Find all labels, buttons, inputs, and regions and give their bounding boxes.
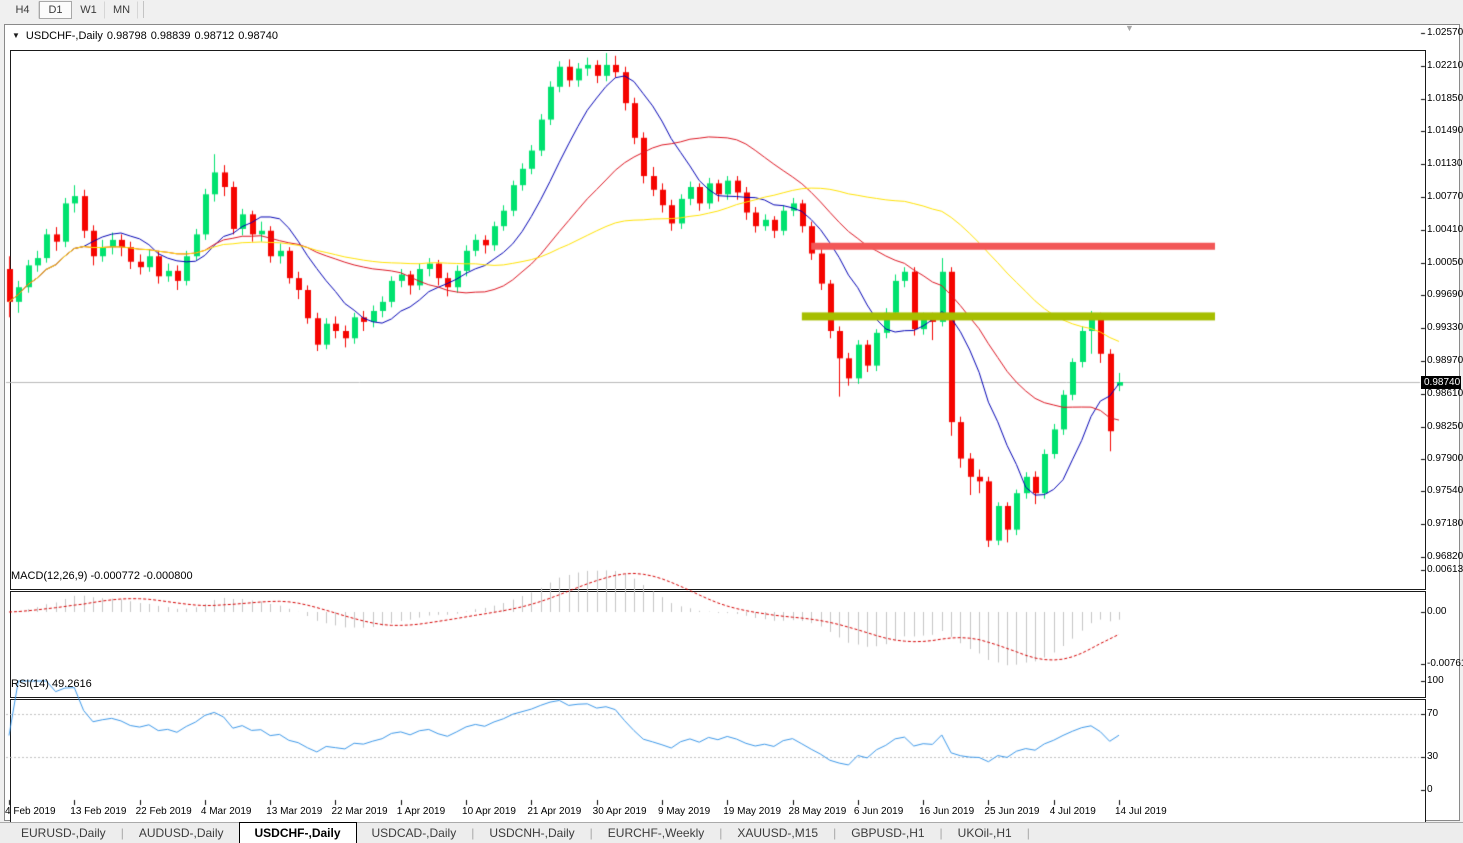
price-axis-label: 0.96820 [1427, 551, 1463, 562]
rsi-axis-label: 0 [1427, 784, 1433, 795]
chart-tab-usdchf-daily[interactable]: USDCHF-,Daily [238, 822, 357, 843]
date-axis-label: 13 Mar 2019 [266, 806, 323, 817]
toolbar-separator [143, 1, 144, 18]
rsi-axis-label: 30 [1427, 751, 1439, 763]
date-axis-label: 22 Feb 2019 [135, 806, 192, 817]
price-axis-label: 0.99690 [1427, 289, 1463, 301]
timeframe-button-h4[interactable]: H4 [6, 0, 39, 19]
timeframe-button-w1[interactable]: W1 [72, 0, 105, 19]
tab-separator: | [833, 826, 837, 840]
chart-tab-gbpusd-h1[interactable]: GBPUSD-,H1 [851, 826, 925, 840]
timeframe-button-d1[interactable]: D1 [39, 0, 72, 19]
macd-axis-label: -0.007612 [1427, 658, 1463, 670]
rsi-axis-label: 100 [1427, 675, 1444, 686]
date-axis-label: 10 Apr 2019 [462, 806, 516, 817]
date-axis-label: 22 Mar 2019 [331, 806, 388, 817]
rsi-value: 49.2616 [51, 678, 92, 690]
price-axis-label: 1.00770 [1427, 191, 1463, 203]
tab-separator: | [1026, 826, 1030, 840]
tab-separator: | [939, 826, 943, 840]
date-axis-label: 4 Jul 2019 [1049, 806, 1096, 817]
date-axis-label: 28 May 2019 [788, 806, 847, 817]
chart-tab-eurusd-daily[interactable]: EURUSD-,Daily [21, 826, 106, 840]
price-axis-label: 1.02210 [1427, 59, 1463, 71]
macd-name: MACD(12,26,9) [11, 570, 88, 582]
price-axis-label: 0.99330 [1427, 322, 1463, 334]
price-axis-label: 1.02570 [1427, 27, 1463, 38]
ohlc-high: 0.98839 [150, 30, 191, 42]
timeframe-button-mn[interactable]: MN [105, 0, 138, 19]
ohlc-low: 0.98712 [194, 30, 235, 42]
price-axis-label: 0.97900 [1427, 452, 1463, 464]
ohlc-close: 0.98740 [238, 30, 278, 42]
chart-title: ▼ USDCHF-,Daily 0.98798 0.98839 0.98712 0.987… [12, 30, 282, 42]
rsi-indicator-label: RSI(14) 49.2616 [11, 678, 92, 690]
current-price-tag: 0.98740 [1421, 375, 1461, 389]
date-axis-label: 30 Apr 2019 [592, 806, 647, 817]
rsi-axis-label: 70 [1427, 707, 1439, 719]
tab-separator: | [719, 826, 723, 840]
macd-indicator-label: MACD(12,26,9) -0.000772 -0.000800 [11, 570, 193, 582]
price-axis-label: 1.01130 [1427, 158, 1463, 170]
tab-separator: | [471, 826, 475, 840]
chart-tab-eurchf-weekly[interactable]: EURCHF-,Weekly [607, 826, 705, 840]
price-axis-label: 1.00410 [1427, 223, 1463, 235]
tab-separator: | [589, 826, 593, 840]
rsi-name: RSI(14) [11, 678, 49, 690]
chart-canvas[interactable] [5, 25, 1461, 820]
macd-value-signal: -0.000800 [143, 570, 193, 582]
date-axis-label: 21 Apr 2019 [527, 806, 582, 817]
chart-tab-xauusd-m15[interactable]: XAUUSD-,M15 [737, 826, 819, 840]
date-axis-label: 13 Feb 2019 [70, 806, 127, 817]
price-axis-label: 0.98250 [1427, 420, 1463, 432]
date-axis-label: 19 May 2019 [723, 806, 782, 817]
date-axis-label: 4 Feb 2019 [5, 806, 56, 817]
price-axis-label: 0.98970 [1427, 355, 1463, 367]
date-axis-label: 6 Jun 2019 [853, 806, 904, 817]
date-axis-label: 25 Jun 2019 [984, 806, 1040, 817]
chart-tab-usdcnh-daily[interactable]: USDCNH-,Daily [489, 826, 575, 840]
chart-symbol-label: USDCHF-,Daily [25, 30, 103, 42]
date-axis-label: 4 Mar 2019 [200, 806, 252, 817]
macd-value-main: -0.000772 [90, 570, 141, 582]
date-axis-label: 9 May 2019 [657, 806, 711, 817]
macd-axis-label: 0.00613 [1427, 564, 1463, 575]
date-axis-label: 16 Jun 2019 [919, 806, 975, 817]
chart-tab-usdcad-daily[interactable]: USDCAD-,Daily [371, 826, 457, 840]
date-axis-label: 14 Jul 2019 [1114, 806, 1167, 817]
macd-axis-label: 0.00 [1427, 606, 1447, 617]
date-axis-label: 1 Apr 2019 [396, 806, 446, 817]
price-axis-label: 1.00050 [1427, 256, 1463, 268]
collapse-arrow-icon[interactable]: ▼ [12, 31, 20, 40]
price-axis-label: 0.98610 [1427, 387, 1463, 399]
chart-shift-marker-icon[interactable]: ▼ [1125, 23, 1134, 33]
price-axis-label: 0.97180 [1427, 518, 1463, 530]
chart-tab-ukoil-h1[interactable]: UKOil-,H1 [957, 826, 1012, 840]
chart-tab-bar: EURUSD-,Daily | AUDUSD-,Daily USDCHF-,Daily… [0, 822, 1463, 843]
price-axis-label: 1.01850 [1427, 92, 1463, 104]
ohlc-open: 0.98798 [106, 30, 147, 42]
price-axis-label: 0.97540 [1427, 485, 1463, 497]
chart-tab-audusd-daily[interactable]: AUDUSD-,Daily [138, 826, 224, 840]
price-axis-label: 1.01490 [1427, 125, 1463, 137]
timeframe-toolbar: H4 D1 W1 MN [0, 0, 1463, 19]
tab-separator: | [120, 826, 124, 840]
